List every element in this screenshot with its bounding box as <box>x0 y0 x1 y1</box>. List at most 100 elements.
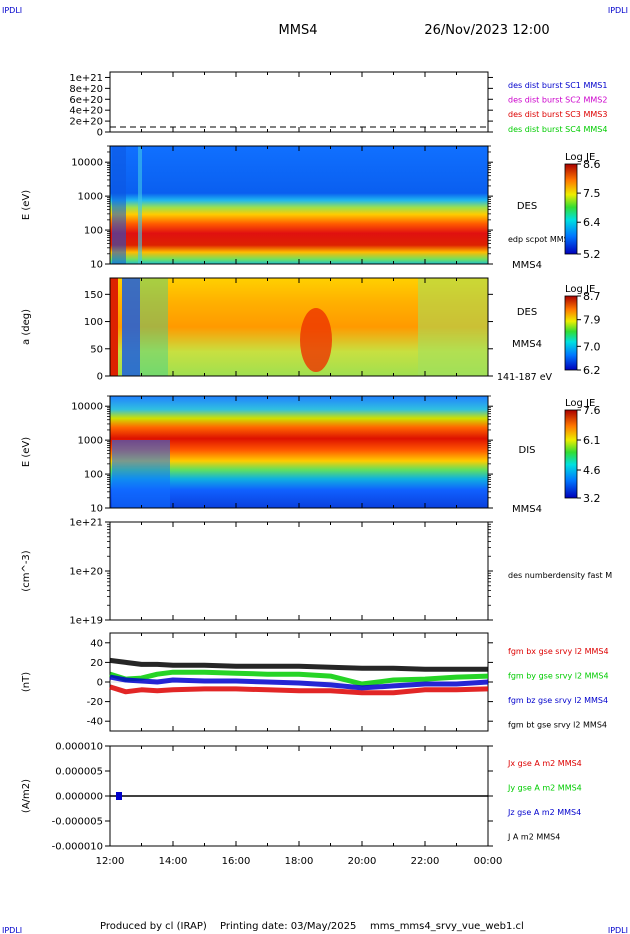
colorbar-tick-label: 7.6 <box>583 404 601 417</box>
ytick-label: -40 <box>87 717 103 728</box>
bfield-series-group <box>109 657 489 696</box>
y-axis-label: a (deg) <box>21 309 32 345</box>
panel-des-energy-spectrogram <box>109 145 489 265</box>
ytick-label: 0 <box>97 128 103 139</box>
datetime-title: 26/Nov/2023 12:00 <box>424 23 549 38</box>
panel-current-density <box>109 745 489 847</box>
ytick-label: 0.000000 <box>55 792 103 803</box>
footer-produced-by: Produced by cl (IRAP) <box>100 921 207 932</box>
legend-entry: fgm by gse srvy l2 MMS4 <box>508 672 609 681</box>
colorbar-tick-label: 6.1 <box>583 434 601 447</box>
y-axis-label: (A/m2) <box>21 779 32 813</box>
ytick-label: 8e+20 <box>69 84 103 95</box>
spectrogram-des-energy-stripe <box>138 146 142 264</box>
panel-label-des: DES <box>517 307 537 318</box>
legend-entry: fgm bt gse srvy l2 MMS4 <box>508 721 607 730</box>
pitch-green-band <box>140 278 168 376</box>
ytick-label: 100 <box>84 317 103 328</box>
corner-label-top-right: IPDLI <box>608 6 628 15</box>
colorbar <box>564 409 578 499</box>
ytick-label: -0.000005 <box>52 817 103 828</box>
y-axis-label: E (eV) <box>21 437 32 467</box>
spectrogram-des-energy <box>110 146 488 264</box>
panel-dis-energy-spectrogram <box>109 395 489 509</box>
legend-entry: Jx gse A m2 MMS4 <box>507 759 582 768</box>
ytick-label: 10000 <box>71 402 103 413</box>
ytick-label: 100 <box>84 226 103 237</box>
ytick-label: 50 <box>90 344 103 355</box>
ytick-label: 1e+21 <box>69 73 103 84</box>
panel-label-mms4: MMS4 <box>512 504 542 515</box>
ytick-label: 4e+20 <box>69 106 103 117</box>
footer-script-name: mms_mms4_srvy_vue_web1.cl <box>370 921 524 932</box>
xtick-label: 16:00 <box>222 856 251 867</box>
spectrogram-dis-energy <box>110 396 488 508</box>
legend-entry: fgm bx gse srvy l2 MMS4 <box>508 647 609 656</box>
ytick-label: 1e+19 <box>69 616 103 627</box>
corner-label-bottom-right: IPDLI <box>608 926 628 934</box>
ytick-label: -20 <box>87 697 103 708</box>
xtick-label: 22:00 <box>411 856 440 867</box>
ytick-label: 40 <box>90 638 103 649</box>
legend-entry: Jz gse A m2 MMS4 <box>507 808 581 817</box>
legend-entry: des numberdensity fast M <box>508 571 612 580</box>
spectrogram-des-energy-early-band <box>112 146 126 264</box>
pitch-red-band <box>110 278 118 376</box>
spacecraft-title: MMS4 <box>279 23 318 38</box>
pitch-red-blob <box>300 308 332 372</box>
xtick-label: 18:00 <box>285 856 314 867</box>
ytick-label: 0.000005 <box>55 767 103 778</box>
panel-1-frame <box>109 71 489 133</box>
dis-early-blue-region <box>112 440 170 508</box>
colorbar-title: Log JE <box>565 284 595 295</box>
panel-label-mms4: MMS4 <box>512 260 542 271</box>
legend-entry: des dist burst SC4 MMS4 <box>508 125 607 134</box>
ytick-label: 0.000010 <box>55 742 103 753</box>
ytick-label: -0.000010 <box>52 842 103 853</box>
panel-des-pitch-angle <box>109 277 489 377</box>
bfield-series-line <box>109 669 489 687</box>
xtick-label: 14:00 <box>159 856 188 867</box>
legend-entry: fgm bz gse srvy l2 MMS4 <box>508 696 608 705</box>
footer-printing-date: Printing date: 03/May/2025 <box>220 921 356 932</box>
ytick-label: 2e+20 <box>69 117 103 128</box>
y-axis-label: (nT) <box>21 672 32 692</box>
colorbar-tick-label: 6.4 <box>583 216 601 229</box>
panel-label-des: DES <box>517 201 537 212</box>
ytick-label: 1e+21 <box>69 518 103 529</box>
panel-number-density <box>109 521 489 621</box>
colorbar-tick-label: 5.2 <box>583 248 601 261</box>
colorbar-tick-label: 4.6 <box>583 464 601 477</box>
ytick-label: 1000 <box>78 192 103 203</box>
legend-entry: J A m2 MMS4 <box>507 833 560 842</box>
ytick-label: 10 <box>90 260 103 271</box>
colorbar-tick-label: 7.0 <box>583 340 601 353</box>
current-density-early-spike <box>116 792 122 800</box>
legend-entry: des dist burst SC3 MMS3 <box>508 110 607 119</box>
bfield-series-line <box>109 674 489 691</box>
panel-label-scpot: edp scpot MMS4 <box>508 235 574 244</box>
colorbar-tick-label: 8.7 <box>583 290 601 303</box>
bfield-series-line <box>109 684 489 696</box>
legend-entry: Jy gse A m2 MMS4 <box>507 784 582 793</box>
colorbar-title: Log JE <box>565 152 595 163</box>
colorbar-tick-label: 3.2 <box>583 492 601 505</box>
colorbar-tick-label: 6.2 <box>583 364 601 377</box>
colorbar <box>564 295 578 371</box>
panel-magnetic-field <box>109 632 489 732</box>
pitch-green-late-band <box>418 278 488 376</box>
pitch-blue-band <box>122 278 140 376</box>
panel-label-dis: DIS <box>519 445 536 456</box>
ytick-label: 20 <box>90 658 103 669</box>
corner-label-bottom-left: IPDLI <box>2 926 22 934</box>
panel-burst-distribution <box>109 71 489 133</box>
axes-group: 02e+204e+206e+208e+201e+2110100100010000… <box>52 72 502 867</box>
ytick-label: 100 <box>84 470 103 481</box>
ytick-label: 0 <box>97 678 103 689</box>
colorbar-tick-label: 7.5 <box>583 187 601 200</box>
bfield-series-line <box>109 657 488 672</box>
labels-group: E (eV) a (deg) E (eV) (cm^-3) (nT) (A/m2) des … <box>21 81 612 842</box>
panel-label-mms4: MMS4 <box>512 339 542 350</box>
panel-label-energy-range: 141-187 eV <box>497 372 553 383</box>
